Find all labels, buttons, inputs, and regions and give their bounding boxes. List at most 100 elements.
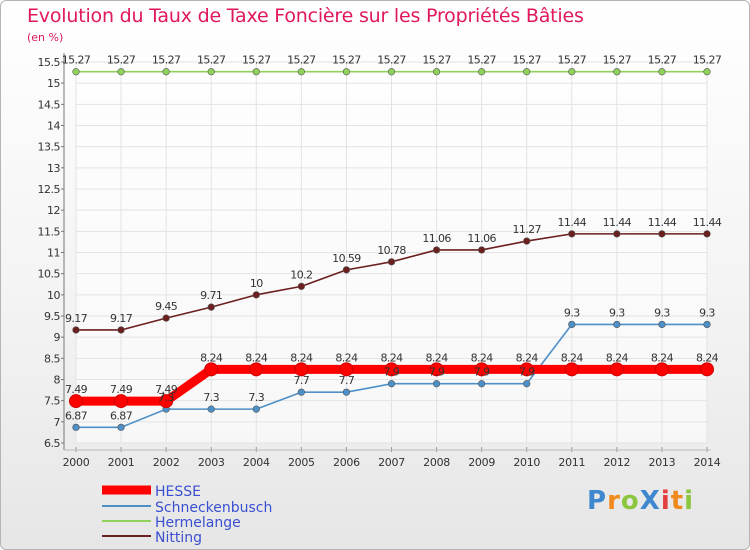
data-label-schneckenbusch: 6.87 [65, 409, 88, 422]
data-label-hesse: 8.24 [200, 351, 223, 364]
data-point-schneckenbusch [252, 405, 260, 413]
data-label-schneckenbusch: 7.7 [339, 374, 355, 387]
data-point-nitting [72, 326, 80, 334]
data-point-nitting [342, 266, 351, 274]
data-point-hermelange [297, 68, 305, 76]
data-label-schneckenbusch: 7.7 [294, 374, 310, 387]
data-point-schneckenbusch [387, 380, 396, 388]
data-label-hesse: 8.24 [471, 351, 494, 364]
data-label-hesse: 7.49 [155, 383, 178, 396]
logo-letter: i [660, 486, 671, 516]
legend-label: Hermelange [155, 515, 241, 531]
y-tick-label: 9 [54, 331, 61, 344]
data-label-nitting: 10 [250, 277, 263, 290]
data-point-schneckenbusch [703, 320, 711, 329]
data-label-schneckenbusch: 7.3 [248, 391, 264, 404]
x-tick-label: 2014 [694, 456, 721, 469]
data-point-hesse [114, 394, 129, 409]
data-label-nitting: 11.44 [648, 216, 677, 229]
data-label-hermelange: 15.27 [648, 54, 677, 67]
legend-label: Nitting [155, 530, 202, 546]
x-tick-label: 2009 [468, 456, 495, 469]
data-point-hesse [519, 362, 534, 377]
data-label-hesse: 8.24 [651, 351, 674, 364]
data-point-nitting [387, 258, 396, 266]
data-label-schneckenbusch: 9.3 [654, 306, 670, 319]
data-label-schneckenbusch: 7.9 [429, 366, 445, 379]
data-point-hermelange [252, 68, 260, 76]
data-point-schneckenbusch [432, 380, 441, 388]
data-point-schneckenbusch [72, 423, 80, 431]
data-point-hermelange [342, 68, 351, 76]
data-label-schneckenbusch: 7.3 [203, 391, 219, 404]
y-tick-label: 10 [47, 289, 60, 302]
legend-label: Schneckenbusch [155, 500, 272, 516]
y-tick-label: 8.5 [44, 352, 60, 365]
data-point-hermelange [432, 68, 441, 76]
data-point-hermelange [613, 68, 621, 76]
data-point-hermelange [658, 68, 666, 76]
data-point-hesse [429, 362, 444, 377]
y-tick-label: 7 [54, 416, 61, 429]
x-tick-label: 2006 [333, 456, 360, 469]
data-point-nitting [568, 230, 576, 238]
data-point-nitting [478, 246, 486, 254]
y-tick-label: 11.5 [38, 225, 61, 238]
y-tick-label: 10.5 [38, 268, 61, 281]
data-label-hesse: 8.24 [561, 351, 584, 364]
logo-letter: P [587, 486, 608, 516]
data-label-nitting: 11.27 [512, 223, 541, 236]
data-label-hermelange: 15.27 [512, 54, 541, 67]
data-point-nitting [432, 246, 441, 254]
x-tick-label: 2008 [423, 456, 450, 469]
data-label-hermelange: 15.27 [332, 54, 361, 67]
data-point-nitting [117, 326, 125, 334]
y-tick-label: 14 [47, 120, 60, 133]
data-label-hesse: 8.24 [335, 351, 358, 364]
y-tick-label: 13 [47, 162, 60, 175]
y-tick-label: 11 [47, 247, 60, 260]
data-label-nitting: 9.17 [110, 312, 133, 325]
data-label-hermelange: 15.27 [152, 54, 181, 67]
data-point-nitting [703, 230, 711, 238]
data-point-hesse [700, 362, 714, 377]
data-label-hermelange: 15.27 [377, 54, 406, 67]
data-label-schneckenbusch: 7.9 [519, 366, 535, 379]
y-tick-label: 12 [47, 204, 60, 217]
data-point-hermelange [162, 68, 170, 76]
data-label-hesse: 7.49 [110, 383, 133, 396]
data-label-hesse: 7.49 [65, 383, 88, 396]
data-point-hesse [654, 362, 669, 377]
data-point-schneckenbusch [613, 320, 621, 329]
data-label-nitting: 9.71 [200, 289, 222, 302]
data-label-schneckenbusch: 7.3 [158, 391, 174, 404]
data-label-nitting: 11.06 [467, 232, 496, 245]
y-tick-label: 9.5 [44, 310, 60, 323]
data-point-nitting [297, 282, 305, 290]
data-point-hesse [564, 362, 579, 377]
x-tick-label: 2003 [198, 456, 225, 469]
data-point-hermelange [478, 68, 486, 76]
data-point-schneckenbusch [658, 320, 666, 329]
logo-letter: t [670, 486, 685, 516]
data-label-hermelange: 15.27 [62, 54, 91, 67]
x-tick-label: 2002 [153, 456, 180, 469]
data-point-schneckenbusch [117, 423, 125, 431]
data-point-hesse [384, 362, 399, 377]
data-point-hesse [249, 362, 264, 377]
data-label-schneckenbusch: 7.9 [474, 366, 490, 379]
data-label-hermelange: 15.27 [693, 54, 722, 67]
data-label-hermelange: 15.27 [603, 54, 632, 67]
logo-letter: r [607, 486, 621, 516]
x-tick-label: 2001 [108, 456, 135, 469]
data-point-hermelange [703, 68, 711, 76]
data-point-schneckenbusch [568, 320, 576, 329]
y-tick-label: 7.5 [44, 395, 60, 408]
data-point-schneckenbusch [478, 380, 486, 388]
data-label-schneckenbusch: 9.3 [699, 306, 715, 319]
data-point-nitting [523, 237, 531, 245]
data-label-nitting: 11.44 [603, 216, 632, 229]
data-label-hermelange: 15.27 [558, 54, 587, 67]
y-tick-label: 14.5 [38, 98, 61, 111]
data-label-hermelange: 15.27 [467, 54, 496, 67]
